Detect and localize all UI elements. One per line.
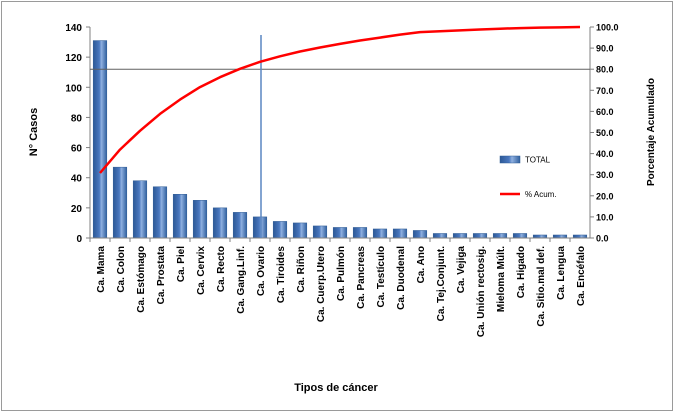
bar bbox=[212, 207, 228, 239]
y-tick-label: 0 bbox=[76, 234, 82, 245]
bar bbox=[112, 166, 128, 239]
x-tick-label: Ca. Colon bbox=[116, 246, 127, 293]
x-axis: Ca. Mama Ca. Colon Ca. Estómago Ca. Prostat… bbox=[89, 237, 590, 337]
y2-tick-label: 70.0 bbox=[596, 86, 614, 96]
bar bbox=[332, 227, 348, 239]
bar bbox=[372, 228, 388, 239]
x-tick-label: Ca. Cervix bbox=[196, 246, 207, 295]
y-axis-title: N° Casos bbox=[28, 108, 40, 156]
y2-tick-label: 40.0 bbox=[596, 149, 614, 159]
x-tick-label: Ca. Piel bbox=[176, 246, 187, 282]
x-axis-title: Tipos de cáncer bbox=[294, 382, 378, 394]
x-tick-label: Ca. Recto bbox=[216, 246, 227, 292]
x-tick-label: Ca. Mama bbox=[96, 246, 107, 293]
bar bbox=[312, 225, 328, 239]
bar-series bbox=[92, 40, 588, 239]
x-tick-label: Ca. Higado bbox=[516, 246, 527, 298]
bar bbox=[512, 233, 528, 239]
x-tick-label: Ca. Sitio.mal def. bbox=[536, 246, 547, 327]
y-tick-label: 80 bbox=[71, 113, 83, 124]
y-axis-right: 0.0 10.0 20.0 30.0 40.0 50.0 60.0 70.0 80.0 90.0 1… bbox=[589, 23, 619, 244]
pareto-chart: 0 20 40 60 80 100 120 140 0.0 10.0 20.0 30.0 40.0 50… bbox=[28, 23, 657, 395]
legend-label-acum: % Acum. bbox=[525, 190, 557, 199]
y2-tick-label: 0.0 bbox=[596, 234, 609, 244]
x-tick-label: Ca. Lengua bbox=[556, 246, 567, 300]
bar bbox=[412, 230, 428, 239]
y2-tick-label: 20.0 bbox=[596, 191, 614, 201]
line-series bbox=[99, 25, 581, 174]
x-tick-label: Ca. Prostata bbox=[156, 246, 167, 305]
y-axis-left: 0 20 40 60 80 100 120 140 bbox=[65, 23, 91, 245]
bar bbox=[272, 221, 288, 239]
bar bbox=[92, 40, 108, 239]
y-tick-label: 40 bbox=[71, 174, 83, 185]
y2-tick-label: 100.0 bbox=[596, 23, 619, 33]
x-tick-label: Ca. Testículo bbox=[376, 246, 387, 308]
bar bbox=[132, 180, 148, 239]
y2-tick-label: 80.0 bbox=[596, 65, 614, 75]
y-tick-label: 100 bbox=[65, 83, 82, 94]
y-tick-label: 20 bbox=[71, 204, 83, 215]
bar bbox=[232, 212, 248, 239]
legend-label-total: TOTAL bbox=[525, 156, 551, 165]
bar bbox=[432, 233, 448, 239]
bar bbox=[472, 233, 488, 239]
y2-tick-label: 10.0 bbox=[596, 212, 614, 222]
bar bbox=[392, 228, 408, 239]
x-tick-label: Ca. Tej.Conjunt. bbox=[436, 246, 447, 322]
cumulative-line bbox=[99, 25, 581, 174]
legend: TOTAL % Acum. bbox=[499, 155, 557, 199]
x-tick-label: Ca. Estómago bbox=[136, 246, 147, 313]
y2-tick-label: 60.0 bbox=[596, 107, 614, 117]
x-tick-label: Ca. Ovario bbox=[256, 246, 267, 296]
y2-tick-label: 50.0 bbox=[596, 128, 614, 138]
chart-frame: 0 20 40 60 80 100 120 140 0.0 10.0 20.0 30.0 40.0 50… bbox=[1, 1, 673, 411]
x-tick-label: Ca. Ano bbox=[416, 246, 427, 283]
bar bbox=[352, 227, 368, 239]
x-tick-label: Ca. Tiroides bbox=[276, 246, 287, 303]
x-tick-label: Mieloma Múlt. bbox=[496, 246, 507, 312]
x-tick-label: Ca. Pancreas bbox=[356, 246, 367, 309]
bar bbox=[172, 194, 188, 239]
y2-axis-title: Porcentaje Acumulado bbox=[646, 78, 657, 186]
x-tick-label: Ca. Riñon bbox=[296, 246, 307, 293]
x-tick-label: Ca. Cuerp.Utero bbox=[316, 246, 327, 322]
bar bbox=[292, 222, 308, 239]
x-tick-label: Ca. Encéfalo bbox=[576, 246, 587, 306]
y2-tick-label: 30.0 bbox=[596, 170, 614, 180]
y2-tick-label: 90.0 bbox=[596, 44, 614, 54]
legend-swatch-total bbox=[499, 155, 521, 164]
bar bbox=[192, 200, 208, 239]
y-tick-label: 120 bbox=[65, 53, 82, 64]
y-tick-label: 140 bbox=[65, 23, 82, 34]
bar bbox=[152, 186, 168, 239]
x-tick-label: Ca. Gang.Linf. bbox=[236, 246, 247, 314]
reference-lines bbox=[90, 35, 590, 238]
bar bbox=[492, 233, 508, 239]
x-tick-label: Ca. Unión rectosig. bbox=[476, 246, 487, 337]
x-tick-label: Ca. Vejiga bbox=[456, 246, 467, 294]
x-tick-label: Ca. Duodenal bbox=[396, 246, 407, 310]
x-tick-label: Ca. Pulmón bbox=[336, 246, 347, 301]
bar bbox=[252, 216, 268, 239]
bar bbox=[452, 233, 468, 239]
y-tick-label: 60 bbox=[71, 144, 83, 155]
